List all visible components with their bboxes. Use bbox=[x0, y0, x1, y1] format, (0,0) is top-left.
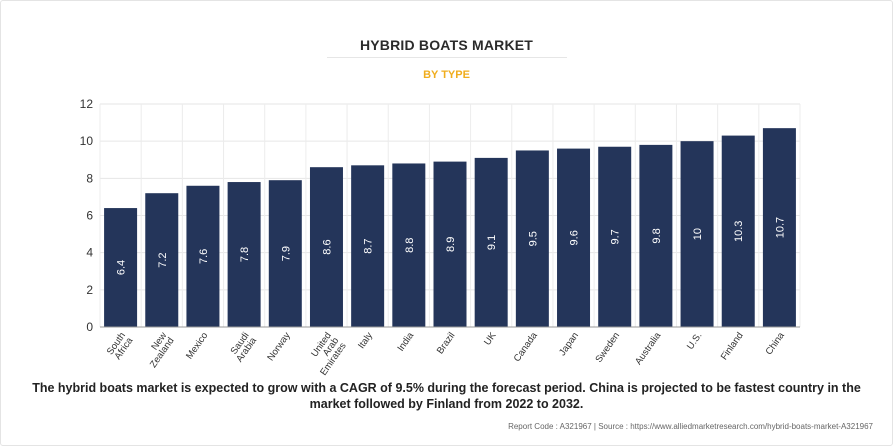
data-label: 7.8 bbox=[239, 247, 251, 262]
x-tick-label: Canada bbox=[512, 330, 541, 364]
y-tick-label: 0 bbox=[86, 320, 93, 334]
bar bbox=[433, 161, 467, 327]
x-tick-label: Norway bbox=[265, 330, 293, 363]
x-tick-label: Sweden bbox=[593, 330, 622, 364]
y-tick-label: 4 bbox=[86, 246, 93, 260]
data-label: 10.7 bbox=[774, 217, 786, 238]
x-tick-label: Italy bbox=[356, 330, 375, 351]
data-label: 10 bbox=[692, 228, 704, 240]
y-tick-label: 10 bbox=[80, 134, 94, 148]
data-label: 8.9 bbox=[445, 237, 457, 252]
data-label: 7.9 bbox=[280, 246, 292, 261]
data-label: 7.6 bbox=[198, 249, 210, 264]
bar bbox=[227, 182, 261, 327]
x-tick-label: Finland bbox=[719, 330, 746, 362]
report-footer: Report Code : A321967 | Source : https:/… bbox=[508, 422, 873, 431]
x-tick-label: U.S. bbox=[685, 330, 705, 351]
x-tick-label: Australia bbox=[633, 330, 664, 367]
data-label: 8.6 bbox=[321, 239, 333, 254]
chart-caption: The hybrid boats market is expected to g… bbox=[32, 381, 861, 411]
x-tick-label: China bbox=[764, 330, 788, 357]
x-tick-label: India bbox=[395, 330, 416, 354]
bar bbox=[639, 144, 673, 327]
data-label: 9.7 bbox=[610, 229, 622, 244]
x-tick-label: Japan bbox=[557, 330, 581, 358]
bar bbox=[515, 150, 549, 327]
y-tick-label: 6 bbox=[86, 209, 93, 223]
bar bbox=[598, 146, 632, 327]
x-tick-label: Mexico bbox=[184, 330, 210, 361]
y-tick-label: 8 bbox=[86, 171, 93, 185]
bar bbox=[268, 180, 302, 327]
x-tick-label: UnitedArabEmirates bbox=[303, 330, 348, 378]
y-tick-label: 2 bbox=[86, 283, 93, 297]
x-tick-label: SouthAfrica bbox=[105, 330, 136, 362]
chart-title: HYBRID BOATS MARKET bbox=[359, 37, 534, 53]
data-label: 9.1 bbox=[486, 235, 498, 250]
chart-subtitle: BY TYPE bbox=[423, 69, 470, 81]
bar bbox=[392, 163, 426, 327]
data-label: 10.3 bbox=[733, 221, 745, 242]
bar bbox=[557, 148, 591, 327]
bar bbox=[104, 208, 138, 327]
bar bbox=[186, 185, 220, 327]
title-divider bbox=[327, 57, 567, 58]
bar bbox=[680, 141, 714, 327]
bar bbox=[762, 128, 796, 327]
bar-chart: 0 2 4 6 8 10 12 6.4 7.2 7.6 7.8 7.9 8.6 8.7 8.8 8.9 9.1 9… bbox=[80, 97, 801, 378]
bar bbox=[145, 193, 179, 327]
x-tick-label: Brazil bbox=[435, 330, 458, 356]
data-label: 6.4 bbox=[116, 260, 128, 275]
data-label: 9.8 bbox=[651, 228, 663, 243]
data-label: 7.2 bbox=[157, 252, 169, 267]
data-label: 8.8 bbox=[404, 238, 416, 253]
data-label: 9.5 bbox=[527, 231, 539, 246]
bar bbox=[721, 135, 755, 327]
x-tick-label: SaudiArabia bbox=[227, 330, 260, 365]
bar bbox=[474, 157, 508, 327]
y-tick-label: 12 bbox=[80, 97, 94, 111]
bar bbox=[309, 167, 343, 327]
bar bbox=[351, 165, 385, 327]
data-label: 8.7 bbox=[363, 239, 375, 254]
data-label: 9.6 bbox=[569, 230, 581, 245]
x-tick-label: UK bbox=[482, 330, 499, 348]
x-tick-label: NewZealand bbox=[141, 330, 177, 370]
